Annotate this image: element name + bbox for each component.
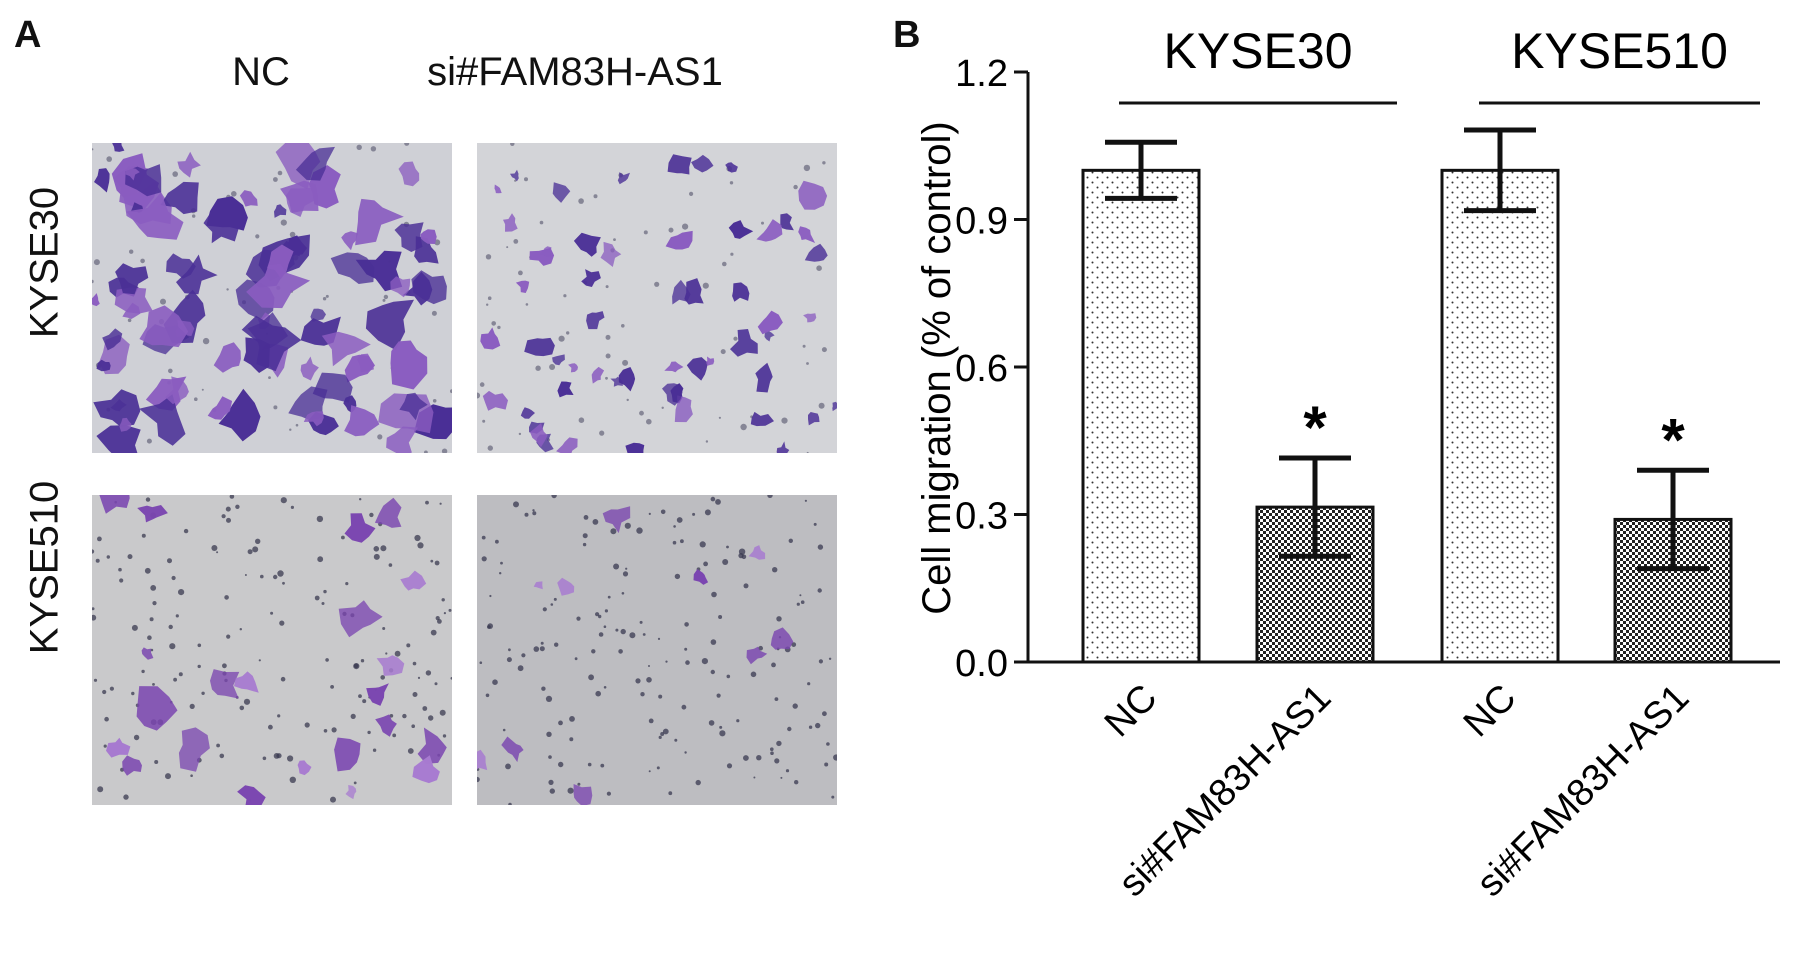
bar <box>1440 168 1560 664</box>
x-tick-label: NC <box>1456 677 1525 746</box>
micrograph-kyse510-nc <box>92 495 452 805</box>
y-tick-label: 0.0 <box>955 643 1008 685</box>
micrograph-kyse30-nc <box>92 143 452 453</box>
micrograph-kyse30-sirna <box>477 143 837 453</box>
significance-marker: * <box>1303 394 1327 461</box>
bar <box>1081 168 1201 664</box>
significance-marker: * <box>1661 406 1685 473</box>
micrograph-kyse510-sirna <box>477 495 837 805</box>
y-tick-label: 0.3 <box>955 496 1008 538</box>
y-tick-label: 0.6 <box>955 348 1008 390</box>
group-title: KYSE510 <box>1511 23 1728 79</box>
y-axis-label: Cell migration (% of control) <box>915 121 959 615</box>
group-title: KYSE30 <box>1163 23 1352 79</box>
panel-a-letter: A <box>14 14 42 56</box>
y-tick-label: 0.9 <box>955 201 1008 243</box>
column-label-sirna: si#FAM83H-AS1 <box>427 50 723 94</box>
column-label-nc: NC <box>232 50 290 94</box>
x-tick-label: NC <box>1097 677 1166 746</box>
y-tick-label: 1.2 <box>955 53 1008 95</box>
panel-b-letter: B <box>893 14 921 56</box>
